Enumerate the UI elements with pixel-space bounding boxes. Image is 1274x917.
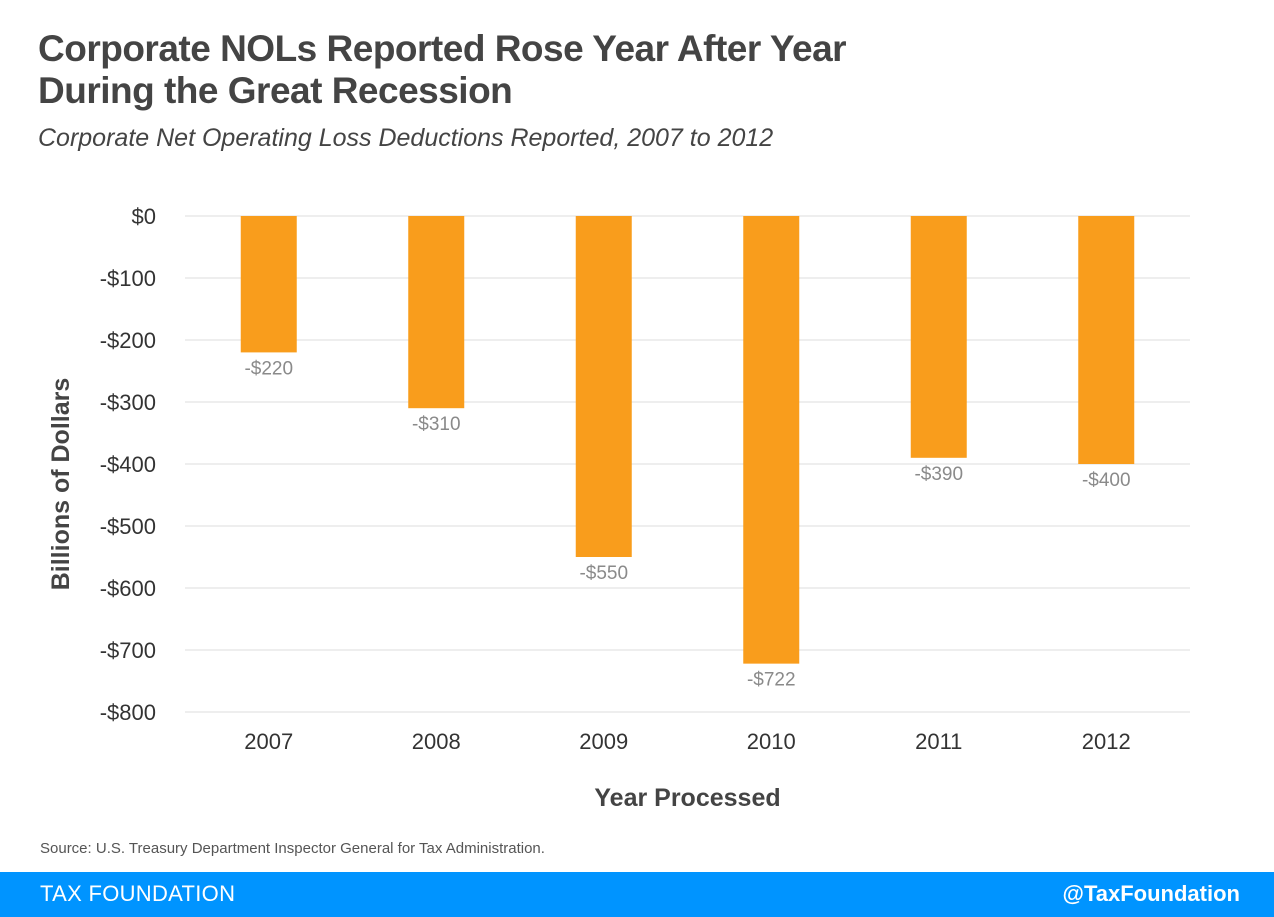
chart-subtitle: Corporate Net Operating Loss Deductions … xyxy=(38,124,774,152)
y-tick-label: -$300 xyxy=(100,390,156,415)
source-note: Source: U.S. Treasury Department Inspect… xyxy=(40,840,545,857)
bars xyxy=(240,216,1135,664)
x-axis-title: Year Processed xyxy=(594,784,780,812)
y-tick-label: -$600 xyxy=(100,576,156,601)
data-label-2008: -$310 xyxy=(412,414,461,435)
y-tick-label: -$500 xyxy=(100,514,156,539)
bar-2008 xyxy=(408,216,465,409)
footer-handle: @TaxFoundation xyxy=(1062,881,1240,906)
y-tick-label: -$100 xyxy=(100,266,156,291)
y-axis-title: Billions of Dollars xyxy=(47,378,75,591)
data-label-2010: -$722 xyxy=(747,670,796,691)
data-labels: -$220 -$310 -$550 -$722 -$390 -$400 xyxy=(244,358,1130,690)
footer-brand: TAX FOUNDATION xyxy=(40,881,236,906)
y-tick-label: -$200 xyxy=(100,328,156,353)
x-tick-label: 2011 xyxy=(915,729,962,754)
bar-2007 xyxy=(240,216,297,353)
x-tick-label: 2010 xyxy=(747,729,796,754)
footer-bar: TAX FOUNDATION @TaxFoundation xyxy=(0,872,1274,917)
x-tick-label: 2012 xyxy=(1082,729,1131,754)
y-axis-ticks: $0 -$100 -$200 -$300 -$400 -$500 -$600 -$700 -$8… xyxy=(100,204,156,725)
bar-2012 xyxy=(1078,216,1135,464)
bar-2011 xyxy=(910,216,967,458)
x-tick-label: 2009 xyxy=(579,729,628,754)
data-label-2012: -$400 xyxy=(1082,470,1131,491)
data-label-2007: -$220 xyxy=(244,358,293,379)
bar-chart: $0 -$100 -$200 -$300 -$400 -$500 -$600 -$700 -$8… xyxy=(47,204,1190,812)
x-axis-ticks: 2007 2008 2009 2010 2011 2012 xyxy=(244,729,1130,754)
bar-2010 xyxy=(743,216,800,664)
y-tick-label: -$700 xyxy=(100,638,156,663)
gridlines xyxy=(185,215,1190,713)
y-tick-label: -$400 xyxy=(100,452,156,477)
chart-title-line-1: Corporate NOLs Reported Rose Year After … xyxy=(38,28,847,69)
y-tick-label: $0 xyxy=(132,204,156,229)
chart-title: Corporate NOLs Reported Rose Year After … xyxy=(38,28,1238,112)
x-tick-label: 2007 xyxy=(244,729,293,754)
bar-2009 xyxy=(575,216,632,557)
y-tick-label: -$800 xyxy=(100,700,156,725)
x-tick-label: 2008 xyxy=(412,729,461,754)
data-label-2009: -$550 xyxy=(579,563,628,584)
data-label-2011: -$390 xyxy=(914,464,963,485)
chart-title-line-2: During the Great Recession xyxy=(38,70,513,111)
